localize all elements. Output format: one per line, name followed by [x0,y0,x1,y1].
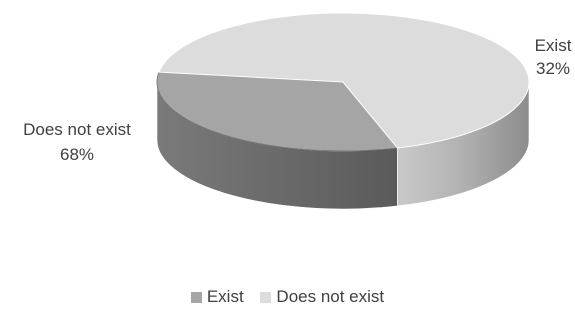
data-label-exist-value: 32% [536,59,570,78]
data-label-does-not-exist-name: Does not exist [23,120,131,139]
legend-swatch-does-not-exist [260,291,272,303]
data-label-exist: Exist 32% [535,36,572,78]
slice-does-not-exist [158,12,530,149]
legend-item-exist: Exist [190,287,244,307]
data-label-does-not-exist: Does not exist 68% [23,120,131,164]
legend-item-does-not-exist: Does not exist [260,287,384,307]
legend-label-does-not-exist: Does not exist [276,287,385,306]
data-label-does-not-exist-value: 68% [60,145,94,164]
legend: Exist Does not exist [0,287,575,308]
pie-tops [156,12,530,152]
legend-label-exist: Exist [206,287,244,306]
data-label-exist-name: Exist [535,36,572,55]
legend-swatch-exist [190,291,202,303]
slice-exist [156,71,398,152]
